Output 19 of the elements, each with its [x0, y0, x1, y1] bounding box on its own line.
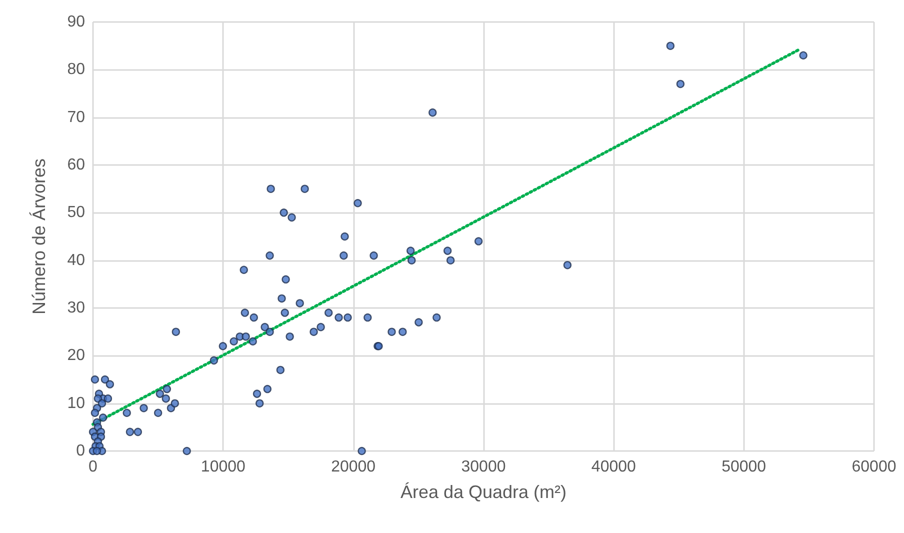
y-tick-label: 40	[67, 252, 86, 269]
y-tick-label: 90	[67, 14, 86, 30]
y-tick-label: 60	[67, 156, 86, 174]
x-tick-label: 60000	[852, 458, 896, 476]
y-tick-label: 30	[67, 300, 86, 316]
x-tick-label: 10000	[200, 458, 246, 476]
y-tick-label: 20	[67, 347, 86, 364]
y-tick-label: 80	[67, 61, 86, 78]
y-axis-title: Número de Árvores	[29, 158, 49, 315]
y-tick-label: 50	[67, 204, 86, 222]
x-tick-label: 20000	[331, 458, 376, 476]
x-tick-label: 40000	[591, 458, 636, 476]
x-tick-label: 30000	[461, 458, 506, 476]
y-tick-label: 70	[67, 108, 86, 126]
x-tick-label: 0	[88, 458, 98, 476]
y-tick-label: 10	[67, 394, 86, 412]
x-axis-title: Área da Quadra (m²)	[400, 482, 567, 502]
x-tick-label: 50000	[722, 458, 766, 476]
y-tick-label: 0	[76, 442, 86, 460]
